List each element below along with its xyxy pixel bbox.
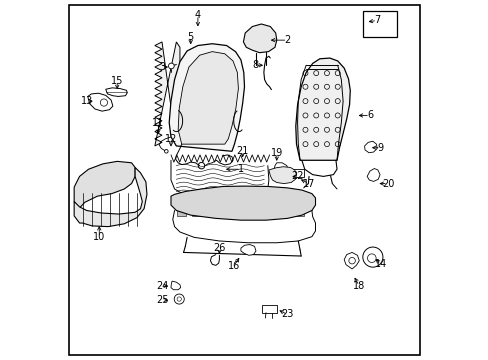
Text: 1: 1 [237, 164, 244, 174]
Bar [362, 11, 396, 37]
Bar [191, 203, 201, 216]
Polygon shape [105, 88, 127, 96]
Polygon shape [178, 51, 238, 144]
Text: 4: 4 [194, 10, 201, 20]
Text: 19: 19 [270, 148, 283, 158]
Polygon shape [273, 163, 287, 175]
Text: 20: 20 [381, 179, 393, 189]
Polygon shape [241, 244, 255, 255]
Text: 17: 17 [302, 179, 315, 189]
Text: 13: 13 [81, 96, 93, 106]
Text: 24: 24 [156, 281, 168, 291]
Bar [236, 203, 244, 216]
Text: 9: 9 [377, 143, 383, 153]
Text: 8: 8 [252, 60, 258, 70]
Polygon shape [268, 167, 296, 184]
Text: 7: 7 [373, 15, 380, 26]
Polygon shape [74, 167, 147, 226]
Text: 10: 10 [93, 232, 105, 242]
Text: 15: 15 [111, 76, 123, 86]
Bar [261, 305, 276, 313]
Polygon shape [88, 93, 113, 111]
Text: 18: 18 [352, 281, 365, 291]
Polygon shape [295, 58, 349, 160]
Circle shape [177, 297, 181, 301]
Bar [250, 203, 260, 216]
Text: 26: 26 [213, 243, 225, 253]
Polygon shape [344, 252, 359, 269]
Polygon shape [155, 42, 180, 146]
Circle shape [367, 254, 375, 262]
Text: 11: 11 [152, 118, 164, 128]
Bar [280, 203, 289, 216]
Text: 5: 5 [187, 32, 193, 41]
Polygon shape [171, 186, 315, 220]
Text: 25: 25 [156, 295, 168, 305]
Text: 6: 6 [366, 111, 372, 121]
Text: 21: 21 [236, 146, 248, 156]
Bar [290, 168, 304, 177]
Text: 3: 3 [159, 62, 165, 72]
Text: 14: 14 [374, 259, 386, 269]
Polygon shape [169, 44, 244, 151]
Text: 12: 12 [164, 134, 177, 144]
Circle shape [174, 294, 184, 304]
Text: 16: 16 [227, 261, 240, 271]
Bar [295, 203, 304, 216]
Circle shape [168, 63, 174, 69]
Text: 22: 22 [291, 171, 303, 181]
Bar [206, 203, 215, 216]
Text: 23: 23 [281, 310, 293, 319]
Polygon shape [171, 281, 180, 290]
Bar [265, 203, 274, 216]
Text: 2: 2 [284, 35, 290, 45]
Polygon shape [366, 168, 379, 181]
Circle shape [362, 247, 382, 267]
Polygon shape [74, 161, 135, 211]
Bar [221, 203, 230, 216]
Bar [177, 203, 185, 216]
Polygon shape [364, 141, 376, 153]
Polygon shape [243, 24, 276, 53]
